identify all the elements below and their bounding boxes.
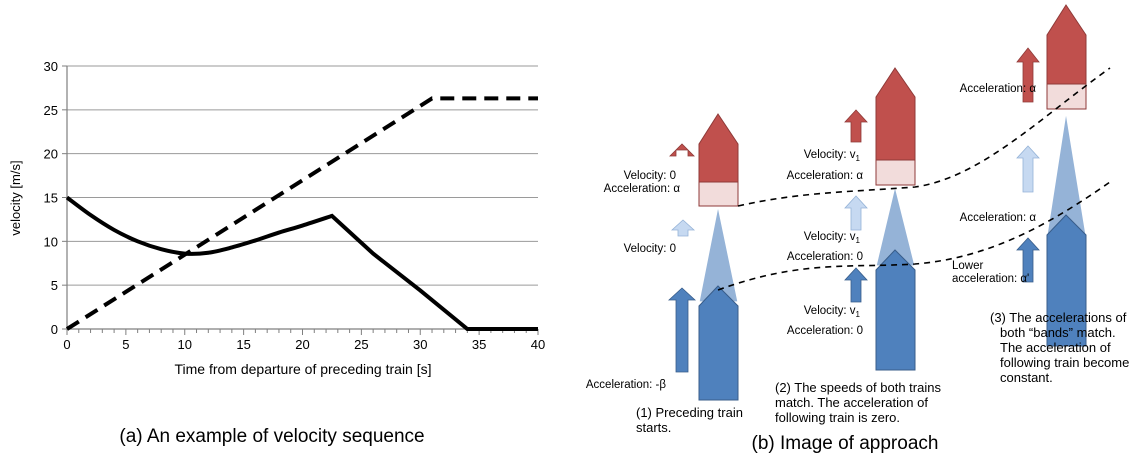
acceleration-arrow-blue (667, 287, 697, 373)
y-tick-label: 20 (44, 147, 58, 162)
caption-b: (b) Image of approach (752, 433, 939, 454)
stage1-caption-line1: (1) Preceding train (636, 405, 743, 420)
preceding-train-body (1046, 4, 1087, 85)
upper-dashed-curve (737, 67, 1111, 207)
x-tick-labels: 0 5 10 15 20 25 30 35 40 (63, 337, 545, 352)
chart-series (65, 96, 538, 331)
y-tick-label: 5 (51, 278, 58, 293)
chart-axes (62, 65, 539, 335)
x-tick-label: 30 (413, 337, 427, 352)
approach-diagram: Velocity: 0 Acceleration: α Velocity: 0 … (586, 4, 1129, 435)
stage2-caption-line2: match. The acceleration of (775, 395, 928, 410)
stage1-lead-acceleration: Acceleration: α (604, 183, 681, 195)
velocity-arrow-red (844, 109, 868, 143)
stage2-mid-acceleration: Acceleration: 0 (787, 251, 863, 263)
preceding-train (698, 113, 739, 207)
preceding-train-acceleration-band (1046, 83, 1087, 110)
stage3-mid-acceleration: Acceleration: α (960, 212, 1037, 224)
y-tick-label: 10 (44, 234, 58, 249)
y-tick-label: 15 (44, 191, 58, 206)
preceding-train (1046, 4, 1087, 110)
x-tick-label: 35 (472, 337, 486, 352)
preceding-train (875, 67, 916, 186)
y-axis-label: velocity [m/s] (8, 160, 23, 235)
x-axis-label: Time from departure of preceding train [… (174, 361, 431, 377)
x-tick-label: 5 (122, 337, 129, 352)
chart-gridlines (67, 65, 538, 286)
stage3-lead-acceleration: Acceleration: α (960, 83, 1037, 95)
y-tick-label: 30 (44, 59, 58, 74)
stage3-lower-acceleration: acceleration: α' (952, 273, 1029, 285)
x-tick-label: 20 (295, 337, 309, 352)
preceding-train-body (875, 67, 916, 161)
stage3-caption-line1: (3) The accelerations of (990, 310, 1127, 325)
x-tick-label: 0 (63, 337, 70, 352)
stage1-lead-velocity: Velocity: 0 (624, 170, 676, 182)
stage2-lead-acceleration: Acceleration: α (787, 170, 864, 182)
preceding-train-body (698, 113, 739, 183)
x-tick-label: 40 (531, 337, 545, 352)
stage2-follow-acceleration: Acceleration: 0 (787, 325, 863, 337)
stage1-follow-acceleration: Acceleration: -β (586, 379, 667, 391)
stage2-caption-line3: following train is zero. (775, 410, 900, 425)
velocity-arrow-blue-light-long (1016, 145, 1040, 193)
stage-1: Velocity: 0 Acceleration: α Velocity: 0 … (586, 113, 743, 435)
series-line-dashed (65, 96, 538, 331)
stage3-caption-line2: both “bands” match. (1000, 325, 1116, 340)
preceding-train-acceleration-band (698, 181, 739, 207)
stage3-caption-line5: constant. (1000, 370, 1053, 385)
stage-3: Acceleration: α Acceleration: α Lower ac… (952, 4, 1129, 385)
y-tick-label: 0 (51, 322, 58, 337)
stage1-caption-line2: starts. (636, 420, 671, 435)
velocity-arrow-blue-light (844, 195, 868, 231)
stage2-caption-line1: (2) The speeds of both trains (775, 380, 941, 395)
stage-2: Velocity: v1 Acceleration: α Velocity: v… (775, 67, 941, 425)
stage2-mid-velocity: Velocity: v1 (804, 231, 861, 245)
following-train-body (698, 285, 739, 401)
x-tick-label: 15 (236, 337, 250, 352)
velocity-chart: 0 5 10 15 20 25 30 0 5 10 15 20 25 30 35 40 velocity [… (8, 59, 545, 377)
x-tick-label: 10 (178, 337, 192, 352)
lower-dashed-curve (717, 181, 1111, 291)
velocity-arrow-blue-small (670, 219, 696, 237)
stage3-caption-line3: The acceleration of (1000, 340, 1111, 355)
following-train-body (1046, 214, 1087, 347)
preceding-train-acceleration-band (875, 159, 916, 186)
x-tick-label: 25 (354, 337, 368, 352)
following-train-body (875, 249, 916, 371)
stage3-caption-line4: following train become (1000, 355, 1129, 370)
series-line-solid (65, 195, 538, 331)
velocity-arrow-blue (844, 267, 868, 303)
caption-a: (a) An example of velocity sequence (119, 426, 424, 447)
stage3-lower-label: Lower (952, 260, 983, 272)
velocity-arrow-blue-long (1016, 237, 1040, 283)
y-tick-label: 25 (44, 103, 58, 118)
stage2-follow-velocity: Velocity: v1 (804, 305, 861, 319)
y-tick-labels: 0 5 10 15 20 25 30 (44, 59, 58, 337)
velocity-arrow-red-small (669, 143, 695, 157)
velocity-arrow-red-long (1016, 47, 1040, 103)
stage2-lead-velocity: Velocity: v1 (804, 149, 861, 163)
stage1-mid-velocity: Velocity: 0 (624, 243, 676, 255)
